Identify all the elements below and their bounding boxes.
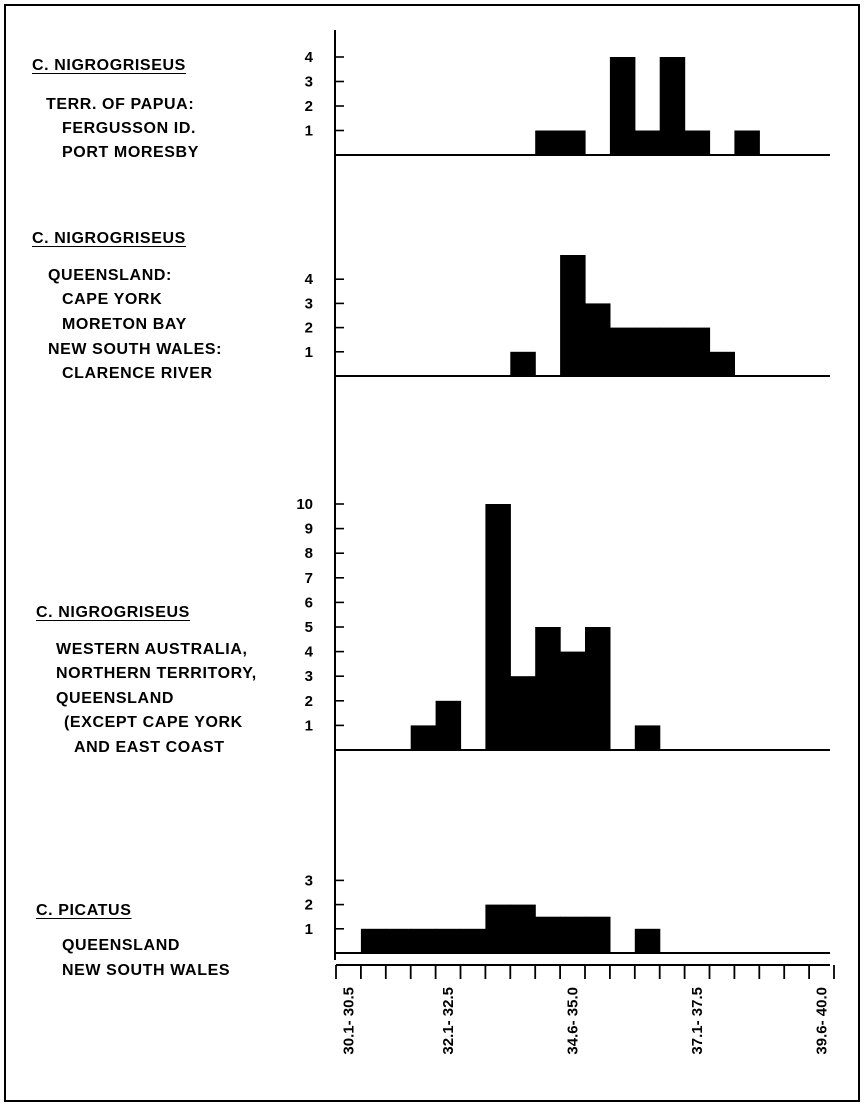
- panel-2-locality-5: CLARENCE RIVER: [62, 365, 213, 382]
- panel-3-y-tick-label-4: 4: [305, 644, 314, 661]
- panel-3-bar-8: [634, 725, 661, 750]
- panel-3-bar-4: [510, 676, 536, 750]
- panel-2-locality-2: CAPE YORK: [62, 291, 163, 308]
- panel-1-y-tick-label-2: 2: [305, 98, 313, 115]
- panel-1-bar-6: [684, 130, 711, 155]
- panel-3-locality-2: NORTHERN TERRITORY,: [56, 665, 257, 682]
- panel-3-y-tick-label-7: 7: [305, 570, 313, 587]
- panel-3-bar-1: [410, 725, 437, 750]
- x-tick-label-3: 34.6- 35.0: [565, 987, 582, 1055]
- panel-4-bar-4: [435, 928, 462, 953]
- panel-3-bar-2: [435, 700, 462, 750]
- panel-1-bar-3: [609, 57, 636, 155]
- panel-4-species: C. PICATUS: [36, 901, 131, 920]
- panel-2-bar-7: [684, 327, 711, 376]
- panel-2-bar-8: [709, 351, 735, 376]
- panel-3-y-tick-label-6: 6: [305, 594, 313, 611]
- panel-3-bar-6: [560, 651, 586, 750]
- panel-3-bar-5: [535, 627, 561, 750]
- panel-3-species: C. NIGROGRISEUS: [36, 603, 190, 622]
- panel-2-locality-4: NEW SOUTH WALES:: [48, 341, 223, 358]
- panel-2-species: C. NIGROGRISEUS: [32, 229, 186, 248]
- panel-1-bar-5: [659, 57, 686, 155]
- panel-4-y-tick-label-1: 1: [305, 921, 313, 938]
- panel-3-locality-5: AND EAST COAST: [74, 739, 225, 756]
- panel-2-y-tick-label-3: 3: [305, 295, 313, 312]
- panel-2-bar-3: [585, 303, 611, 376]
- panel-4-bar-5: [460, 928, 486, 953]
- panel-4-bar-2: [385, 928, 412, 953]
- panel-4-locality-2: NEW SOUTH WALES: [62, 962, 231, 979]
- figure-frame: [4, 4, 860, 1102]
- panel-1-bar-7: [734, 130, 760, 155]
- panel-3-locality-4: (EXCEPT CAPE YORK: [64, 714, 243, 731]
- panel-1-y-tick-label-4: 4: [305, 49, 314, 66]
- panel-1-bar-2: [560, 130, 586, 155]
- panel-2-y-tick-label-2: 2: [305, 320, 313, 337]
- panel-3-y-tick-label-10: 10: [296, 496, 313, 513]
- panel-2-bar-2: [560, 255, 586, 376]
- panel-1-species-text: C. NIGROGRISEUS: [32, 57, 186, 74]
- panel-2-bar-6: [659, 327, 686, 376]
- panel-2-locality-3: MORETON BAY: [62, 316, 187, 333]
- panel-1-locality-1: TERR. OF PAPUA:: [46, 96, 195, 113]
- panel-2-locality-1: QUEENSLAND:: [48, 267, 172, 284]
- x-tick-label-1: 30.1- 30.5: [340, 987, 357, 1055]
- panel-4-bar-3: [410, 928, 437, 953]
- panel-3-y-tick-label-8: 8: [305, 545, 313, 562]
- panel-4-bar-1: [360, 928, 387, 953]
- panel-1-y-tick-label-1: 1: [305, 123, 313, 140]
- panel-4-bar-7: [510, 904, 536, 953]
- panel-2-bar-1: [510, 351, 536, 376]
- panel-3-bar-7: [585, 627, 611, 750]
- panel-1-locality-2: FERGUSSON ID.: [62, 120, 197, 137]
- panel-3-bar-3: [485, 504, 511, 750]
- panel-4-bar-9: [560, 916, 586, 953]
- panel-4-species-text: C. PICATUS: [36, 902, 132, 919]
- panel-3-y-tick-label-3: 3: [305, 668, 313, 685]
- panel-2-bar-4: [609, 327, 636, 376]
- panel-4-bar-10: [585, 916, 611, 953]
- panel-3-locality-1: WESTERN AUSTRALIA,: [56, 641, 248, 658]
- panel-3-y-tick-label-5: 5: [305, 619, 313, 636]
- panel-1-species: C. NIGROGRISEUS: [32, 56, 186, 75]
- panel-1-bar-4: [634, 130, 661, 155]
- panel-2-y-tick-label-4: 4: [305, 271, 314, 288]
- panel-3-species-text: C. NIGROGRISEUS: [36, 604, 190, 621]
- panel-3-y-tick-label-9: 9: [305, 521, 313, 538]
- x-tick-label-5: 39.6- 40.0: [814, 987, 831, 1055]
- panel-2-bar-5: [634, 327, 661, 376]
- panel-4-bar-8: [535, 916, 561, 953]
- panel-3-y-tick-label-2: 2: [305, 693, 313, 710]
- panel-4-bar-6: [485, 904, 511, 953]
- panel-1-y-tick-label-3: 3: [305, 74, 313, 91]
- panel-2-y-tick-label-1: 1: [305, 344, 313, 361]
- panel-3-locality-3: QUEENSLAND: [56, 690, 175, 707]
- x-tick-label-2: 32.1- 32.5: [440, 987, 457, 1055]
- x-tick-label-4: 37.1- 37.5: [689, 987, 706, 1055]
- panel-4-bar-11: [634, 928, 661, 953]
- panel-4-y-tick-label-3: 3: [305, 872, 313, 889]
- panel-4-y-tick-label-2: 2: [305, 897, 313, 914]
- panel-1-bar-1: [535, 130, 561, 155]
- panel-3-y-tick-label-1: 1: [305, 717, 313, 734]
- panel-4-locality-1: QUEENSLAND: [62, 937, 181, 954]
- panel-2-species-text: C. NIGROGRISEUS: [32, 230, 186, 247]
- panel-1-locality-3: PORT MORESBY: [62, 144, 199, 161]
